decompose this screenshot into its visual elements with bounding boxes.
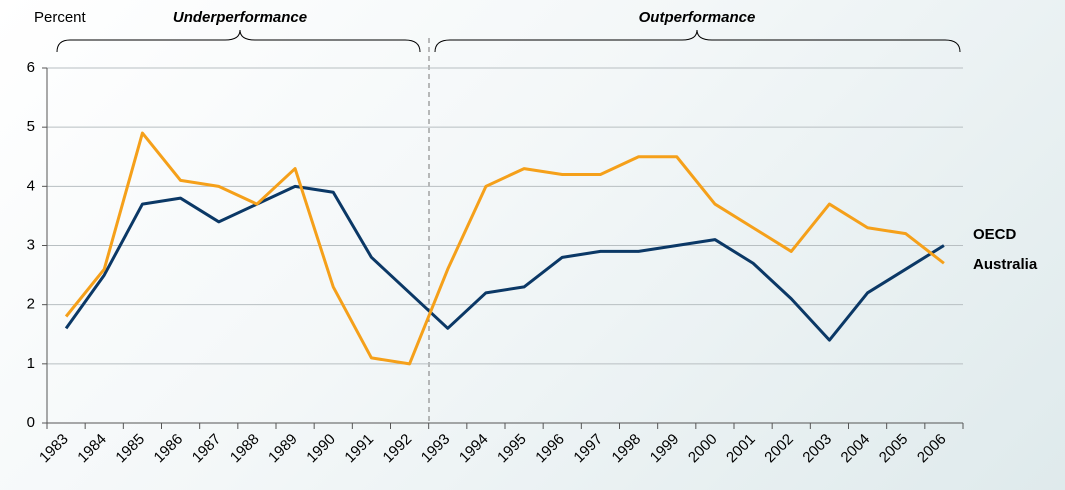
x-tick-label: 1983 <box>36 431 72 467</box>
x-tick-label: 2005 <box>876 431 912 467</box>
y-tick-label: 3 <box>27 236 35 253</box>
annotation: Underperformance <box>173 9 307 26</box>
y-tick-label: 0 <box>27 414 35 431</box>
x-tick-label: 2001 <box>723 431 759 467</box>
x-tick-label: 1986 <box>151 431 187 467</box>
legend-label: OECD <box>973 226 1017 243</box>
brace <box>56 29 421 53</box>
y-tick-label: 4 <box>27 177 35 194</box>
x-tick-label: 1994 <box>456 431 492 467</box>
y-tick-label: 6 <box>27 59 35 76</box>
series-line <box>64 131 945 366</box>
x-tick-label: 2002 <box>761 431 797 467</box>
x-tick-label: 1989 <box>265 431 301 467</box>
annotation: Outperformance <box>639 9 756 26</box>
x-tick-label: 1987 <box>189 431 225 467</box>
x-tick-label: 2006 <box>914 431 950 467</box>
legend-label: Australia <box>973 256 1038 273</box>
x-tick-label: 1991 <box>341 431 377 467</box>
x-tick-label: 1992 <box>380 431 416 467</box>
x-tick-label: 1988 <box>227 431 263 467</box>
x-tick-label: 2000 <box>685 431 721 467</box>
x-tick-label: 1999 <box>647 431 683 467</box>
y-tick-label: 2 <box>27 296 35 313</box>
y-tick-label: 1 <box>27 355 35 372</box>
brace <box>434 29 961 53</box>
x-tick-label: 1996 <box>532 431 568 467</box>
x-tick-label: 1995 <box>494 431 530 467</box>
x-tick-label: 2003 <box>799 431 835 467</box>
x-tick-label: 2004 <box>838 431 874 467</box>
x-tick-label: 1997 <box>570 431 606 467</box>
y-tick-label: 5 <box>27 118 35 135</box>
x-tick-label: 1990 <box>303 431 339 467</box>
y-axis-label: Percent <box>34 9 87 26</box>
x-tick-label: 1984 <box>74 431 110 467</box>
x-tick-label: 1993 <box>418 431 454 467</box>
x-tick-label: 1985 <box>112 431 148 467</box>
x-tick-label: 1998 <box>609 431 645 467</box>
series-line <box>64 184 945 342</box>
